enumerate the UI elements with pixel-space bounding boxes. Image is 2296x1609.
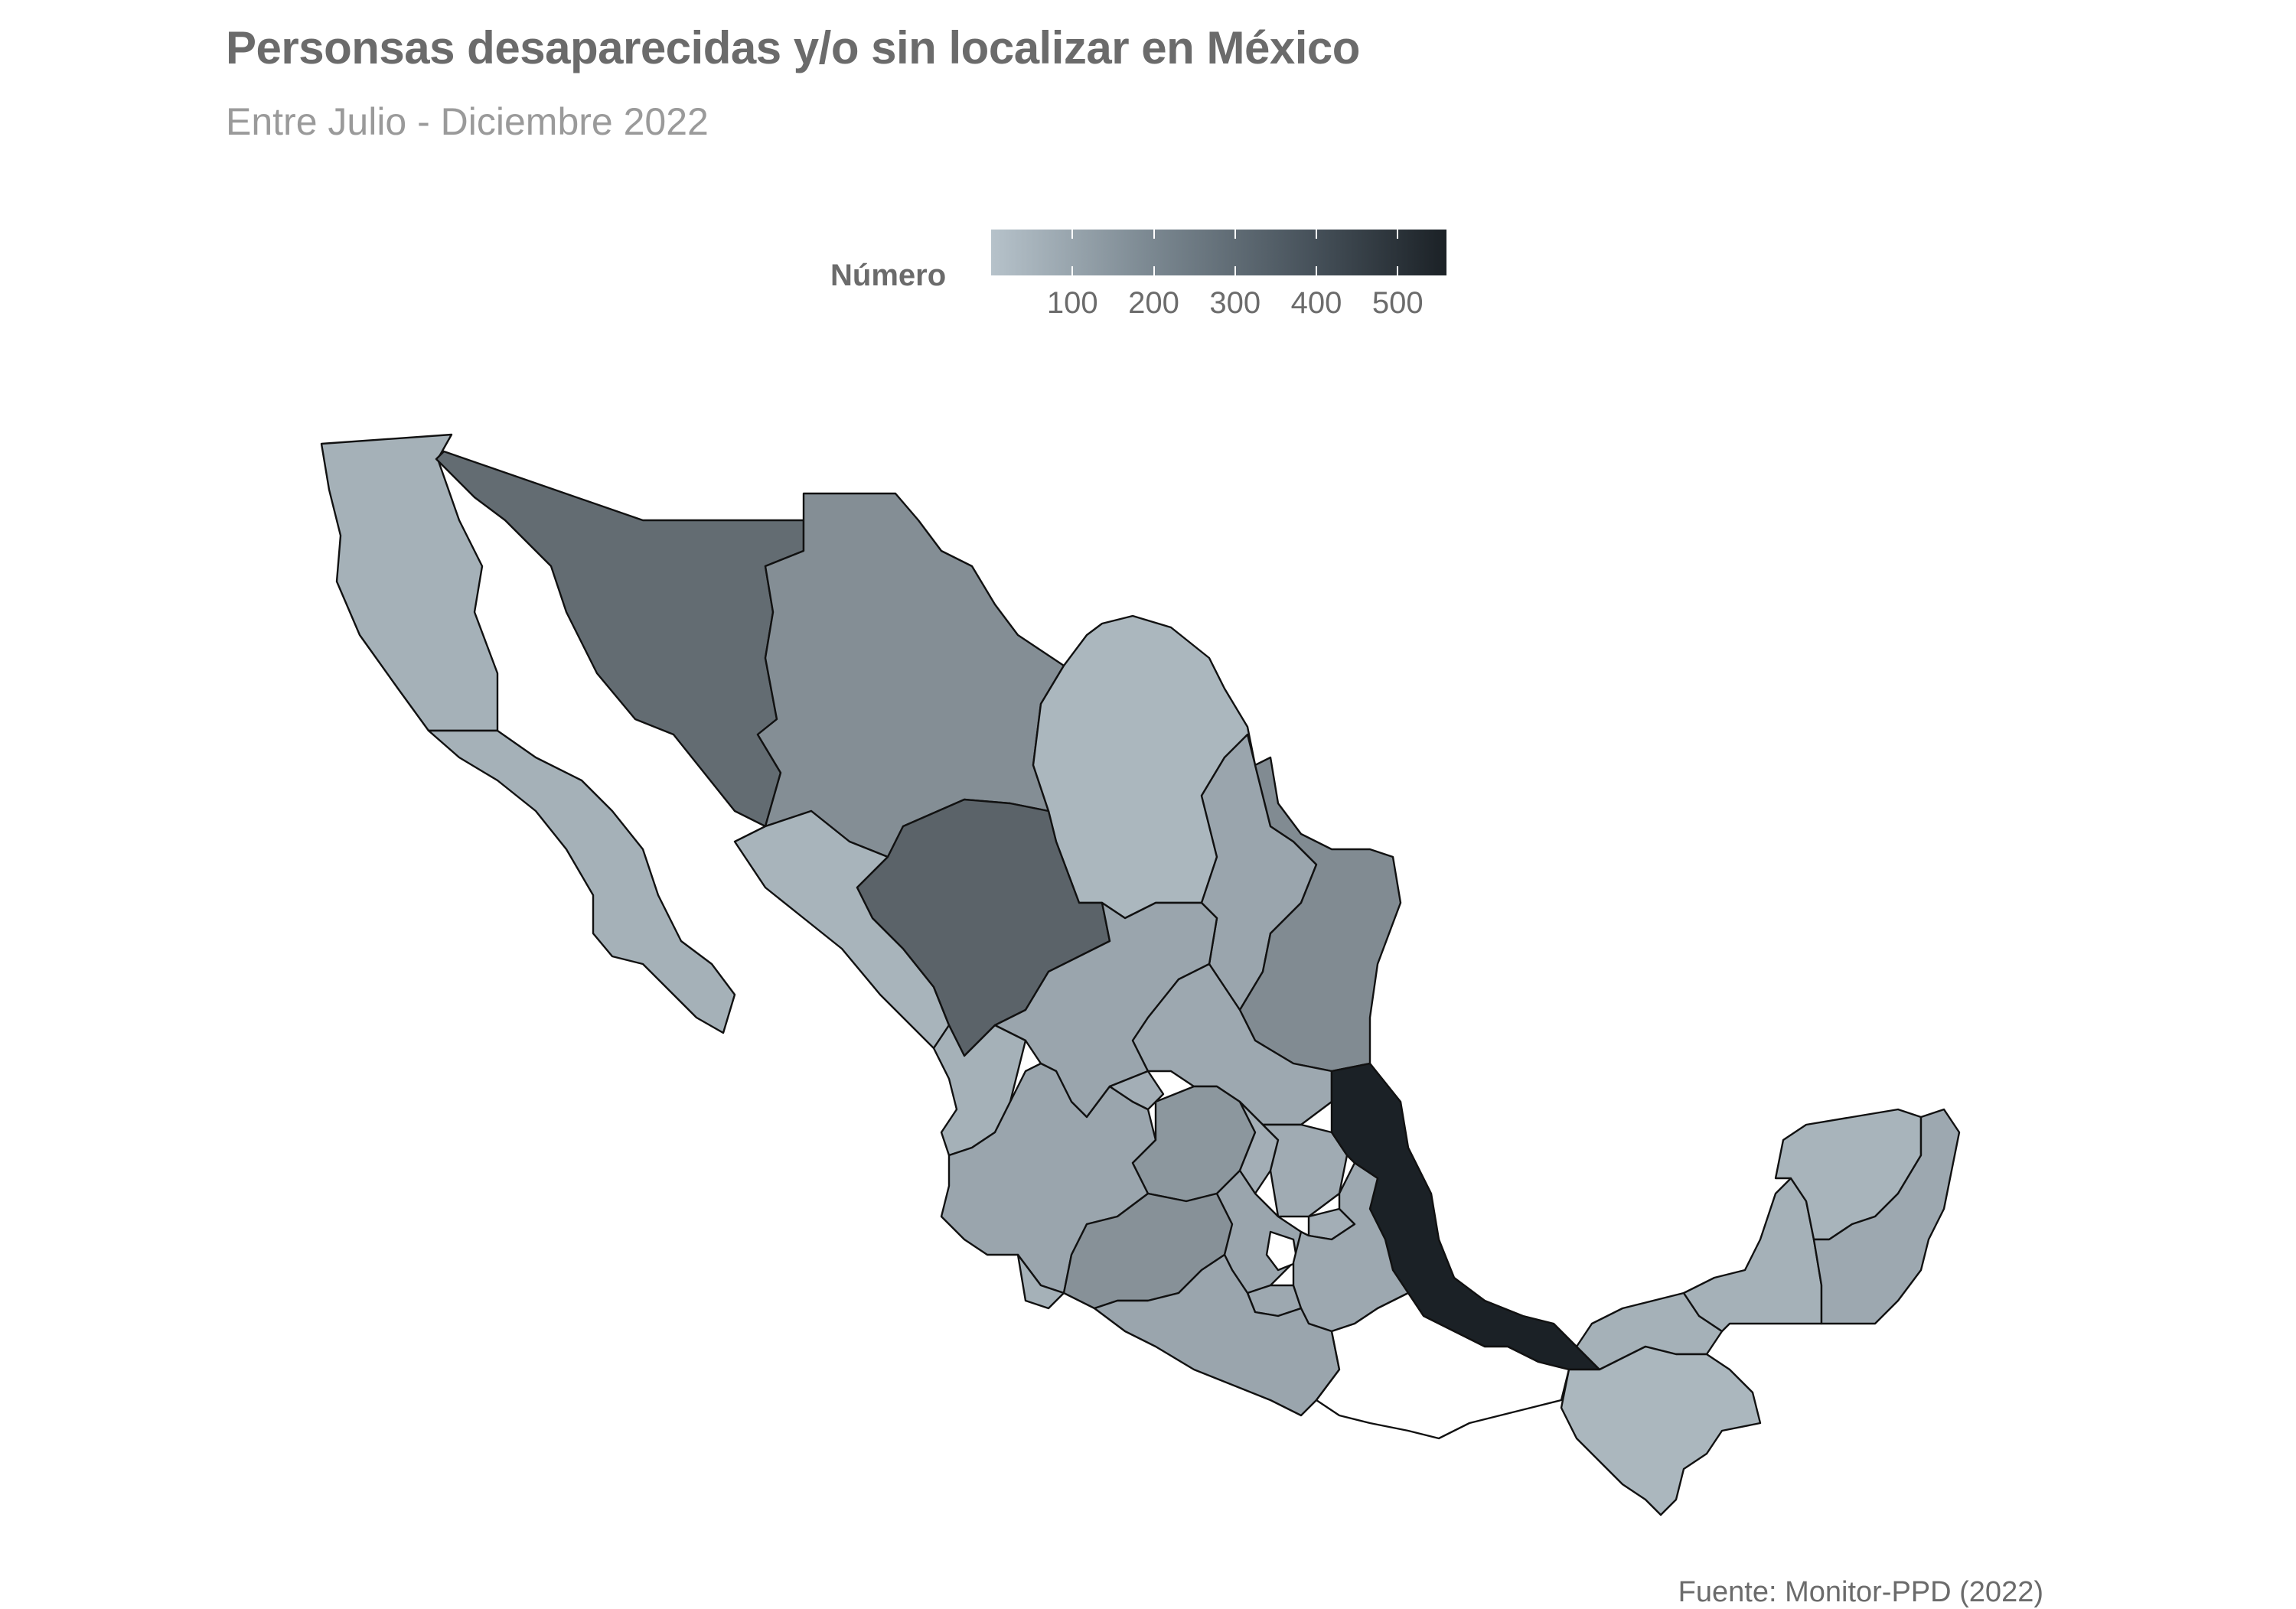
map-subtitle: Entre Julio - Diciembre 2022: [226, 100, 709, 143]
state-colima: [1016, 1253, 1065, 1310]
state-guerrero: [1093, 1253, 1341, 1417]
state-ciudad-de-mexico: [1265, 1230, 1299, 1272]
state-baja-california-sur: [427, 729, 736, 1034]
source-note: Fuente: Monitor-PPD (2022): [1678, 1576, 2043, 1608]
map-title: Personsas desaparecidas y/o sin localiza…: [226, 22, 1360, 73]
state-quintana-roo: [1812, 1108, 1961, 1325]
state-chihuahua: [756, 492, 1065, 858]
state-chiapas: [1560, 1345, 1762, 1516]
state-oaxaca: [1315, 1291, 1570, 1440]
state-hidalgo: [1261, 1123, 1349, 1218]
state-campeche: [1682, 1177, 1823, 1333]
